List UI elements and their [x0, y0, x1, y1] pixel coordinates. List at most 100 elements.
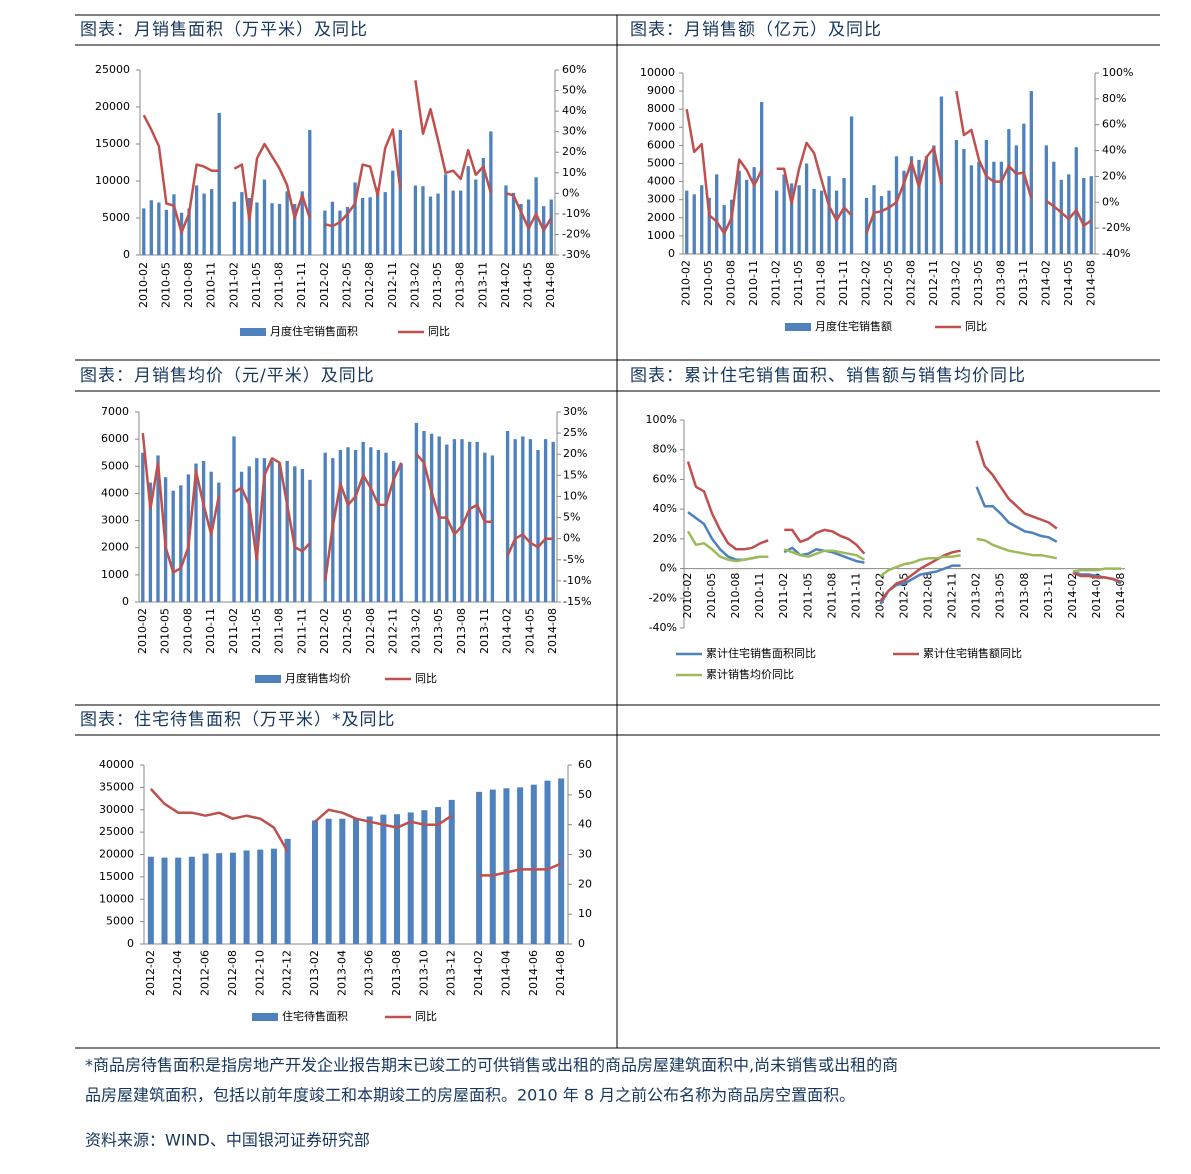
x-tick-label: 2011-08 [815, 260, 828, 306]
bar [353, 182, 357, 255]
y-tick-label: 7000 [101, 405, 129, 418]
x-tick-label: 2010-05 [159, 608, 172, 654]
bar [157, 202, 161, 255]
bar [760, 101, 764, 255]
bar [179, 212, 184, 255]
bar [789, 183, 794, 254]
bar [232, 436, 236, 602]
y-tick-label: 20% [653, 532, 677, 545]
x-tick-label: 2012-02 [873, 573, 886, 619]
bar [992, 161, 996, 254]
bar [428, 196, 433, 255]
bar [511, 192, 516, 255]
x-tick-label: 2011-11 [849, 573, 862, 619]
legend-swatch [255, 675, 281, 683]
x-tick-label: 2012-02 [144, 950, 157, 996]
bar [827, 176, 831, 254]
bar [812, 188, 816, 254]
bar [391, 170, 395, 255]
x-tick-label: 2013-11 [476, 262, 489, 308]
footnote: 品房屋建筑面积，包括以前年度竣工和本期竣工的房屋面积。2010 年 8 月之前公… [85, 1086, 855, 1105]
x-tick-label: 2011-05 [792, 260, 805, 306]
bar [383, 192, 387, 255]
bar [285, 460, 289, 602]
bar [384, 452, 388, 602]
chart-title: 图表：月销售均价（元/平米）及同比 [80, 366, 375, 386]
bar [939, 96, 944, 254]
x-tick-label: 2011-05 [801, 573, 814, 619]
y-tick-label: 0% [660, 562, 677, 575]
x-tick-label: 2014-05 [1090, 573, 1103, 619]
x-tick-label: 2010-08 [182, 262, 195, 308]
x-tick-label: 2013-02 [408, 262, 421, 308]
y-tick-label: 15000 [99, 870, 134, 883]
bar [285, 191, 289, 255]
y-tick-label: 4000 [647, 175, 675, 188]
bar [962, 149, 966, 254]
x-tick-label: 2011-08 [273, 262, 286, 308]
x-tick-label: 2013-08 [455, 608, 468, 654]
x-tick-label: 2011-08 [273, 608, 286, 654]
bar [202, 193, 206, 255]
bar [1022, 123, 1026, 255]
bar [277, 463, 282, 602]
bar [977, 161, 981, 254]
bar [330, 201, 335, 255]
bar [864, 197, 869, 254]
x-tick-label: 2010-11 [204, 608, 217, 654]
x-tick-label: 2014-05 [523, 608, 536, 654]
y-tick-label: 4000 [101, 486, 129, 499]
bar [924, 156, 929, 254]
bar [448, 799, 455, 944]
y-tick-label: 10000 [640, 66, 675, 79]
y2-tick-label: 0 [578, 937, 585, 950]
x-tick-label: 2012-08 [922, 573, 935, 619]
x-tick-label: 2012-05 [882, 260, 895, 306]
y-tick-label: 7000 [647, 120, 675, 133]
bar [872, 185, 876, 254]
bar [460, 439, 464, 602]
bar [887, 190, 891, 254]
legend-swatch [785, 323, 811, 331]
y-tick-label: 80% [653, 443, 677, 456]
bar [369, 447, 373, 602]
footnote: *商品房待售面积是指房地产开发企业报告期末已竣工的可供销售或出租的商品房屋建筑面… [85, 1056, 898, 1075]
legend-label: 累计住宅销售面积同比 [706, 646, 816, 660]
y-tick-label: 6000 [647, 138, 675, 151]
legend-label: 同比 [415, 1010, 437, 1023]
bar [752, 167, 756, 254]
bar [194, 463, 198, 602]
x-tick-label: 2010-08 [729, 573, 742, 619]
y2-tick-label: 60 [578, 758, 592, 771]
line [141, 432, 554, 582]
y-tick-label: 0 [127, 937, 134, 950]
x-tick-label: 2011-02 [227, 262, 240, 308]
x-tick-label: 2013-05 [972, 260, 985, 306]
legend-label: 同比 [415, 672, 437, 685]
x-tick-label: 2010-05 [159, 262, 172, 308]
bar [164, 209, 169, 255]
x-tick-label: 2013-06 [363, 950, 376, 996]
bar [481, 158, 485, 255]
bar [414, 422, 419, 602]
y-tick-label: 30000 [99, 803, 134, 816]
bar [194, 185, 199, 255]
legend-label: 住宅待售面积 [282, 1009, 348, 1023]
x-tick-label: 2012-02 [318, 262, 331, 308]
x-tick-label: 2012-08 [226, 950, 239, 996]
bar [413, 185, 418, 255]
x-tick-label: 2011-02 [770, 260, 783, 306]
x-tick-label: 2014-08 [1084, 260, 1097, 306]
bar [421, 810, 428, 944]
bar [505, 431, 510, 602]
legend-label: 同比 [428, 325, 450, 338]
y-tick-label: 0 [668, 247, 675, 260]
x-tick-label: 2013-02 [308, 950, 321, 996]
y2-tick-label: 5% [563, 511, 580, 524]
bar [232, 201, 236, 255]
x-tick-label: 2013-10 [417, 950, 430, 996]
bar [1067, 174, 1071, 254]
x-tick-label: 2014-02 [1066, 573, 1079, 619]
x-tick-label: 2010-08 [181, 608, 194, 654]
bar [879, 196, 884, 254]
